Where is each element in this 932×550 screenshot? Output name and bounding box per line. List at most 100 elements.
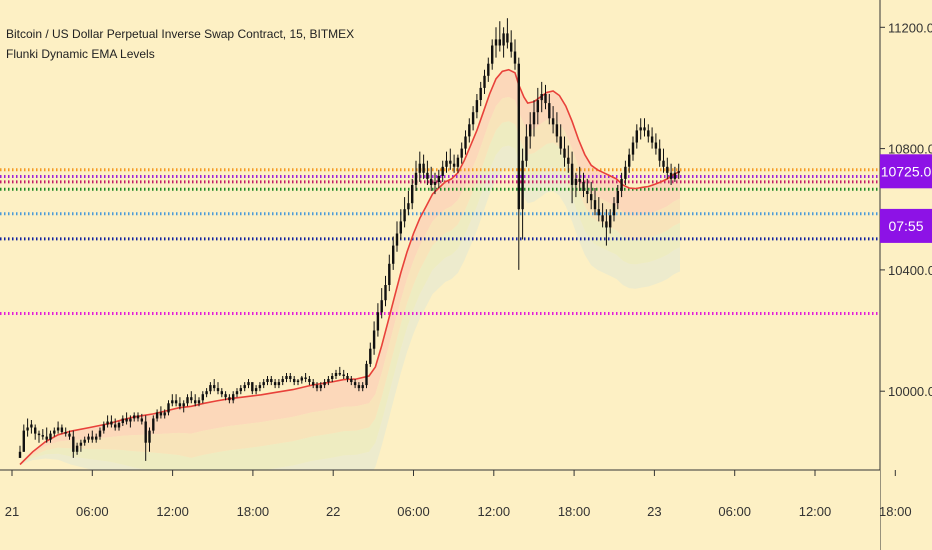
candle-71 bbox=[289, 373, 292, 383]
countdown-badge-text: 07:55 bbox=[888, 218, 923, 234]
candle-body bbox=[487, 63, 490, 76]
candle-body bbox=[612, 203, 616, 216]
candle-body bbox=[506, 33, 509, 43]
candle-body bbox=[22, 430, 25, 452]
candle-body bbox=[243, 385, 246, 389]
candle-body bbox=[136, 415, 140, 419]
candle-85 bbox=[342, 369, 345, 379]
candle-body bbox=[494, 39, 498, 46]
candle-body bbox=[68, 433, 71, 437]
candle-body bbox=[197, 400, 201, 404]
candle-74 bbox=[300, 376, 303, 384]
candle-body bbox=[365, 363, 368, 386]
candle-26 bbox=[117, 421, 121, 431]
time-axis[interactable] bbox=[0, 470, 880, 550]
candle-body bbox=[338, 373, 341, 375]
candle-143 bbox=[563, 136, 566, 167]
candle-33 bbox=[144, 415, 147, 461]
candle-body bbox=[555, 124, 559, 137]
candle-body bbox=[201, 394, 204, 401]
candle-body bbox=[262, 382, 265, 386]
indicator-title: Flunki Dynamic EMA Levels bbox=[6, 47, 155, 61]
candle-76 bbox=[308, 376, 311, 386]
candle-body bbox=[79, 442, 83, 446]
candle-body bbox=[178, 403, 182, 407]
candle-body bbox=[609, 215, 612, 228]
candle-4 bbox=[34, 424, 37, 440]
candle-131 bbox=[517, 57, 520, 270]
candle-body bbox=[281, 379, 284, 382]
candle-body bbox=[502, 33, 505, 46]
candle-77 bbox=[312, 379, 315, 389]
candle-body bbox=[654, 142, 658, 149]
candle-body bbox=[327, 379, 330, 382]
candle-144 bbox=[567, 145, 570, 173]
price-tick-label-3: 10000.0 bbox=[888, 384, 932, 399]
candle-58 bbox=[239, 385, 242, 395]
candle-104 bbox=[414, 160, 418, 191]
price-tick-label-0: 11200.0 bbox=[888, 20, 932, 35]
time-tick-label-9: 06:00 bbox=[718, 504, 751, 519]
candle-46 bbox=[194, 394, 197, 407]
price-axis[interactable] bbox=[880, 0, 932, 550]
candle-body bbox=[75, 445, 79, 452]
candle-73 bbox=[296, 379, 300, 386]
candle-44 bbox=[186, 394, 189, 407]
candle-127 bbox=[502, 27, 505, 58]
candle-body bbox=[228, 397, 231, 401]
candle-body bbox=[548, 103, 551, 119]
candle-body bbox=[567, 157, 570, 164]
candle-body bbox=[152, 418, 155, 431]
candle-body bbox=[251, 382, 254, 392]
price-tick-label-1: 10800.0 bbox=[888, 142, 932, 157]
candle-136 bbox=[536, 87, 539, 125]
candle-31 bbox=[136, 412, 140, 422]
candle-body bbox=[532, 112, 536, 125]
candle-171 bbox=[669, 163, 673, 185]
candle-57 bbox=[235, 388, 239, 398]
candle-9 bbox=[53, 427, 56, 437]
candle-163 bbox=[639, 118, 642, 140]
candle-159 bbox=[624, 160, 627, 185]
candle-35 bbox=[152, 415, 155, 434]
candle-body bbox=[209, 385, 212, 392]
candle-108 bbox=[430, 166, 433, 191]
candle-109 bbox=[433, 172, 437, 195]
candle-95 bbox=[380, 288, 383, 319]
candle-78 bbox=[315, 382, 319, 392]
candle-7 bbox=[45, 427, 48, 443]
candle-body bbox=[87, 436, 90, 440]
candle-body bbox=[544, 94, 547, 104]
candle-36 bbox=[155, 409, 159, 422]
candle-28 bbox=[125, 412, 128, 425]
candlesticks bbox=[18, 18, 680, 461]
candle-113 bbox=[449, 148, 452, 170]
candle-body bbox=[182, 403, 185, 407]
candle-body bbox=[163, 412, 166, 416]
candle-body bbox=[658, 148, 661, 161]
candle-6 bbox=[41, 429, 44, 440]
candle-30 bbox=[133, 412, 136, 422]
candle-62 bbox=[254, 385, 258, 395]
candle-23 bbox=[106, 415, 109, 428]
candle-27 bbox=[121, 415, 124, 426]
candle-body bbox=[205, 391, 208, 395]
candle-167 bbox=[654, 133, 658, 155]
candle-152 bbox=[597, 197, 600, 222]
candle-161 bbox=[631, 136, 635, 161]
candle-body bbox=[593, 200, 597, 210]
candle-body bbox=[53, 430, 56, 434]
candle-102 bbox=[407, 191, 410, 216]
candle-body bbox=[95, 436, 98, 440]
candle-29 bbox=[129, 415, 132, 428]
time-tick-label-8: 23 bbox=[647, 504, 661, 519]
candle-24 bbox=[110, 415, 113, 428]
candle-body bbox=[323, 382, 326, 386]
candle-41 bbox=[174, 394, 178, 407]
candle-162 bbox=[635, 124, 638, 149]
candle-146 bbox=[574, 172, 578, 198]
candle-body bbox=[293, 379, 296, 382]
candle-body bbox=[300, 377, 303, 381]
candle-122 bbox=[483, 69, 486, 94]
